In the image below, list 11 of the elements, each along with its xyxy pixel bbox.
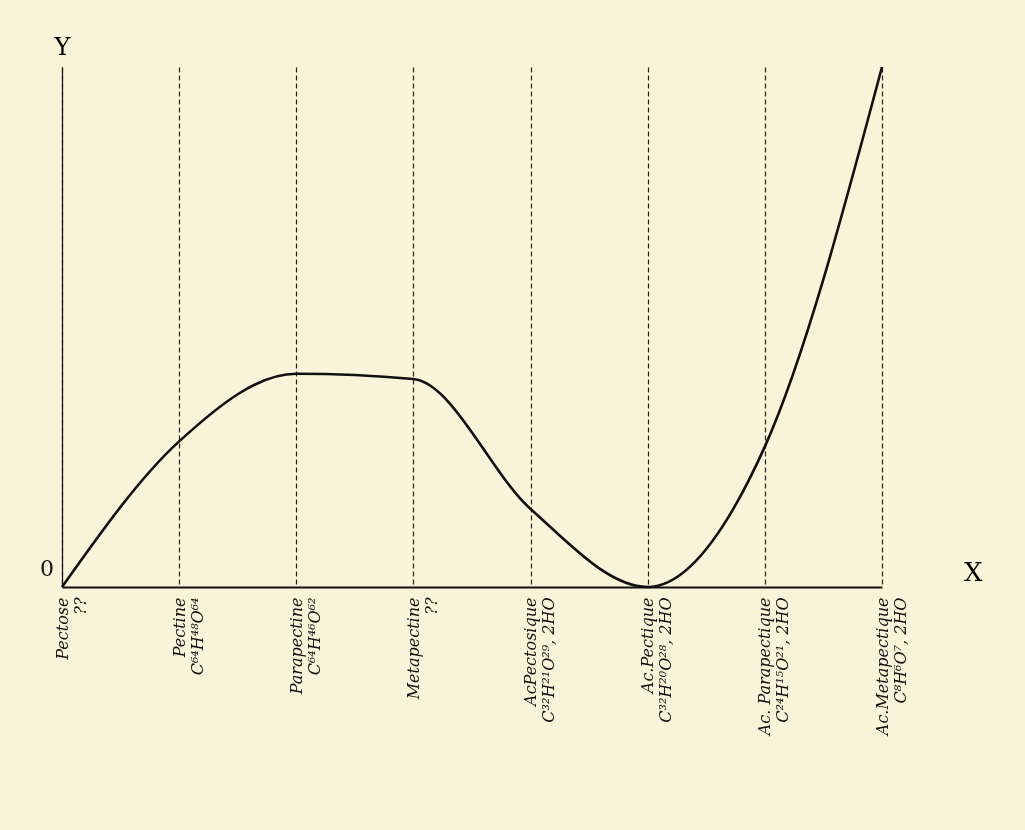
- text: 0: [40, 556, 54, 581]
- x-tick-label: Ac. Parapectique C²⁴H¹⁵O²¹, 2HO: [755, 597, 793, 738]
- x-tick-label: Metapectine ??: [403, 597, 441, 701]
- y-axis-title: Y: [53, 32, 72, 61]
- x-tick-label: Parapectine C⁶⁴H⁴⁶O⁶²: [286, 597, 324, 696]
- x-axis-title: X: [963, 556, 983, 587]
- x-tick-label: Ac.Metapectique C⁸H⁶O⁷, 2HO: [872, 597, 910, 738]
- x-tick-label: AcPectosique C³²H²¹O²⁹, 2HO: [521, 597, 559, 723]
- x-tick-label: Pectine C⁶⁴H⁴⁸O⁶⁴: [169, 597, 207, 676]
- x-tick-label: Pectose ??: [52, 597, 90, 661]
- x-tick-label: Ac.Pectique C³²H²⁰O²⁸, 2HO: [638, 597, 676, 723]
